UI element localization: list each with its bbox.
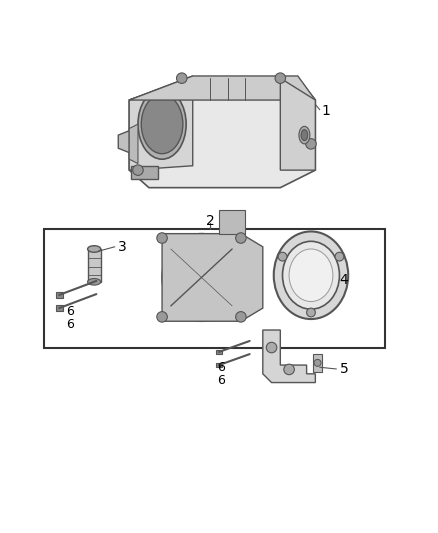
Ellipse shape — [301, 130, 307, 141]
Ellipse shape — [173, 246, 230, 309]
Ellipse shape — [88, 279, 101, 285]
Polygon shape — [162, 233, 263, 321]
Ellipse shape — [138, 89, 186, 159]
Polygon shape — [131, 166, 158, 179]
Text: 5: 5 — [339, 362, 348, 376]
Circle shape — [266, 342, 277, 353]
Circle shape — [314, 359, 321, 366]
Polygon shape — [129, 76, 315, 100]
Ellipse shape — [283, 241, 339, 309]
Circle shape — [236, 312, 246, 322]
Polygon shape — [313, 354, 322, 372]
Ellipse shape — [289, 249, 333, 302]
Polygon shape — [129, 78, 315, 188]
Circle shape — [307, 308, 315, 317]
Polygon shape — [219, 209, 245, 233]
Polygon shape — [216, 363, 222, 367]
Polygon shape — [216, 350, 222, 354]
Circle shape — [306, 139, 316, 149]
Circle shape — [133, 165, 143, 175]
Text: 6: 6 — [66, 304, 74, 318]
Text: 2: 2 — [206, 214, 215, 228]
Circle shape — [278, 252, 287, 261]
Bar — [88, 249, 101, 282]
Circle shape — [275, 73, 286, 84]
Circle shape — [157, 233, 167, 243]
Polygon shape — [129, 76, 193, 170]
Circle shape — [157, 312, 167, 322]
Ellipse shape — [274, 231, 348, 319]
Text: 6: 6 — [217, 361, 225, 374]
Text: 6: 6 — [66, 318, 74, 331]
Polygon shape — [280, 78, 315, 170]
Ellipse shape — [141, 94, 183, 154]
Bar — [44, 229, 385, 348]
Polygon shape — [118, 131, 129, 152]
Ellipse shape — [180, 253, 223, 302]
Circle shape — [284, 364, 294, 375]
Polygon shape — [56, 305, 63, 311]
Text: 3: 3 — [118, 240, 127, 254]
Text: 4: 4 — [339, 273, 348, 287]
Text: 1: 1 — [322, 104, 331, 118]
Ellipse shape — [88, 246, 101, 252]
Polygon shape — [129, 124, 138, 164]
Circle shape — [236, 233, 246, 243]
Ellipse shape — [299, 126, 310, 144]
Ellipse shape — [162, 233, 241, 321]
Polygon shape — [263, 330, 315, 383]
Polygon shape — [56, 292, 63, 297]
Text: 6: 6 — [217, 374, 225, 387]
Circle shape — [335, 252, 344, 261]
Circle shape — [177, 73, 187, 84]
